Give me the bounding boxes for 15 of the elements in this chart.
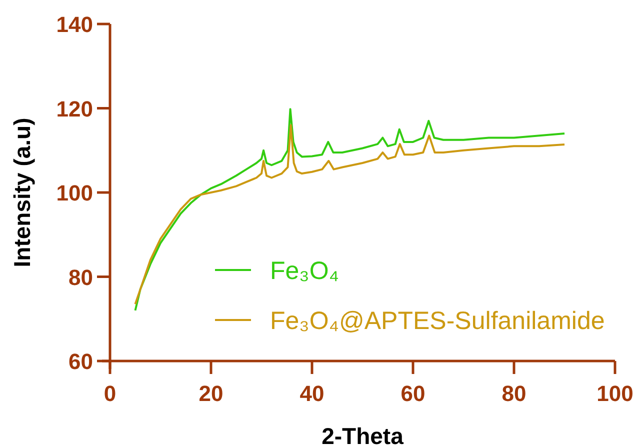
y-tick-label: 120 bbox=[56, 96, 93, 122]
x-tick-label: 80 bbox=[502, 381, 526, 406]
y-axis-title: Intensity (a.u) bbox=[9, 118, 35, 268]
legend-label: Fe₃O₄ bbox=[270, 257, 340, 285]
y-tick-label: 60 bbox=[68, 349, 93, 374]
x-axis-title: 2-Theta bbox=[322, 423, 404, 448]
legend-label: Fe₃O₄@APTES-Sulfanilamide bbox=[270, 307, 605, 335]
x-tick-label: 60 bbox=[400, 381, 426, 406]
y-tick-label: 80 bbox=[68, 264, 93, 290]
x-tick-label: 0 bbox=[104, 381, 116, 406]
y-tick-label: 100 bbox=[56, 180, 93, 206]
x-tick-label: 100 bbox=[596, 381, 634, 406]
y-tick-label: 140 bbox=[56, 12, 93, 37]
x-tick-label: 40 bbox=[300, 381, 324, 406]
x-tick-label: 20 bbox=[198, 381, 224, 406]
